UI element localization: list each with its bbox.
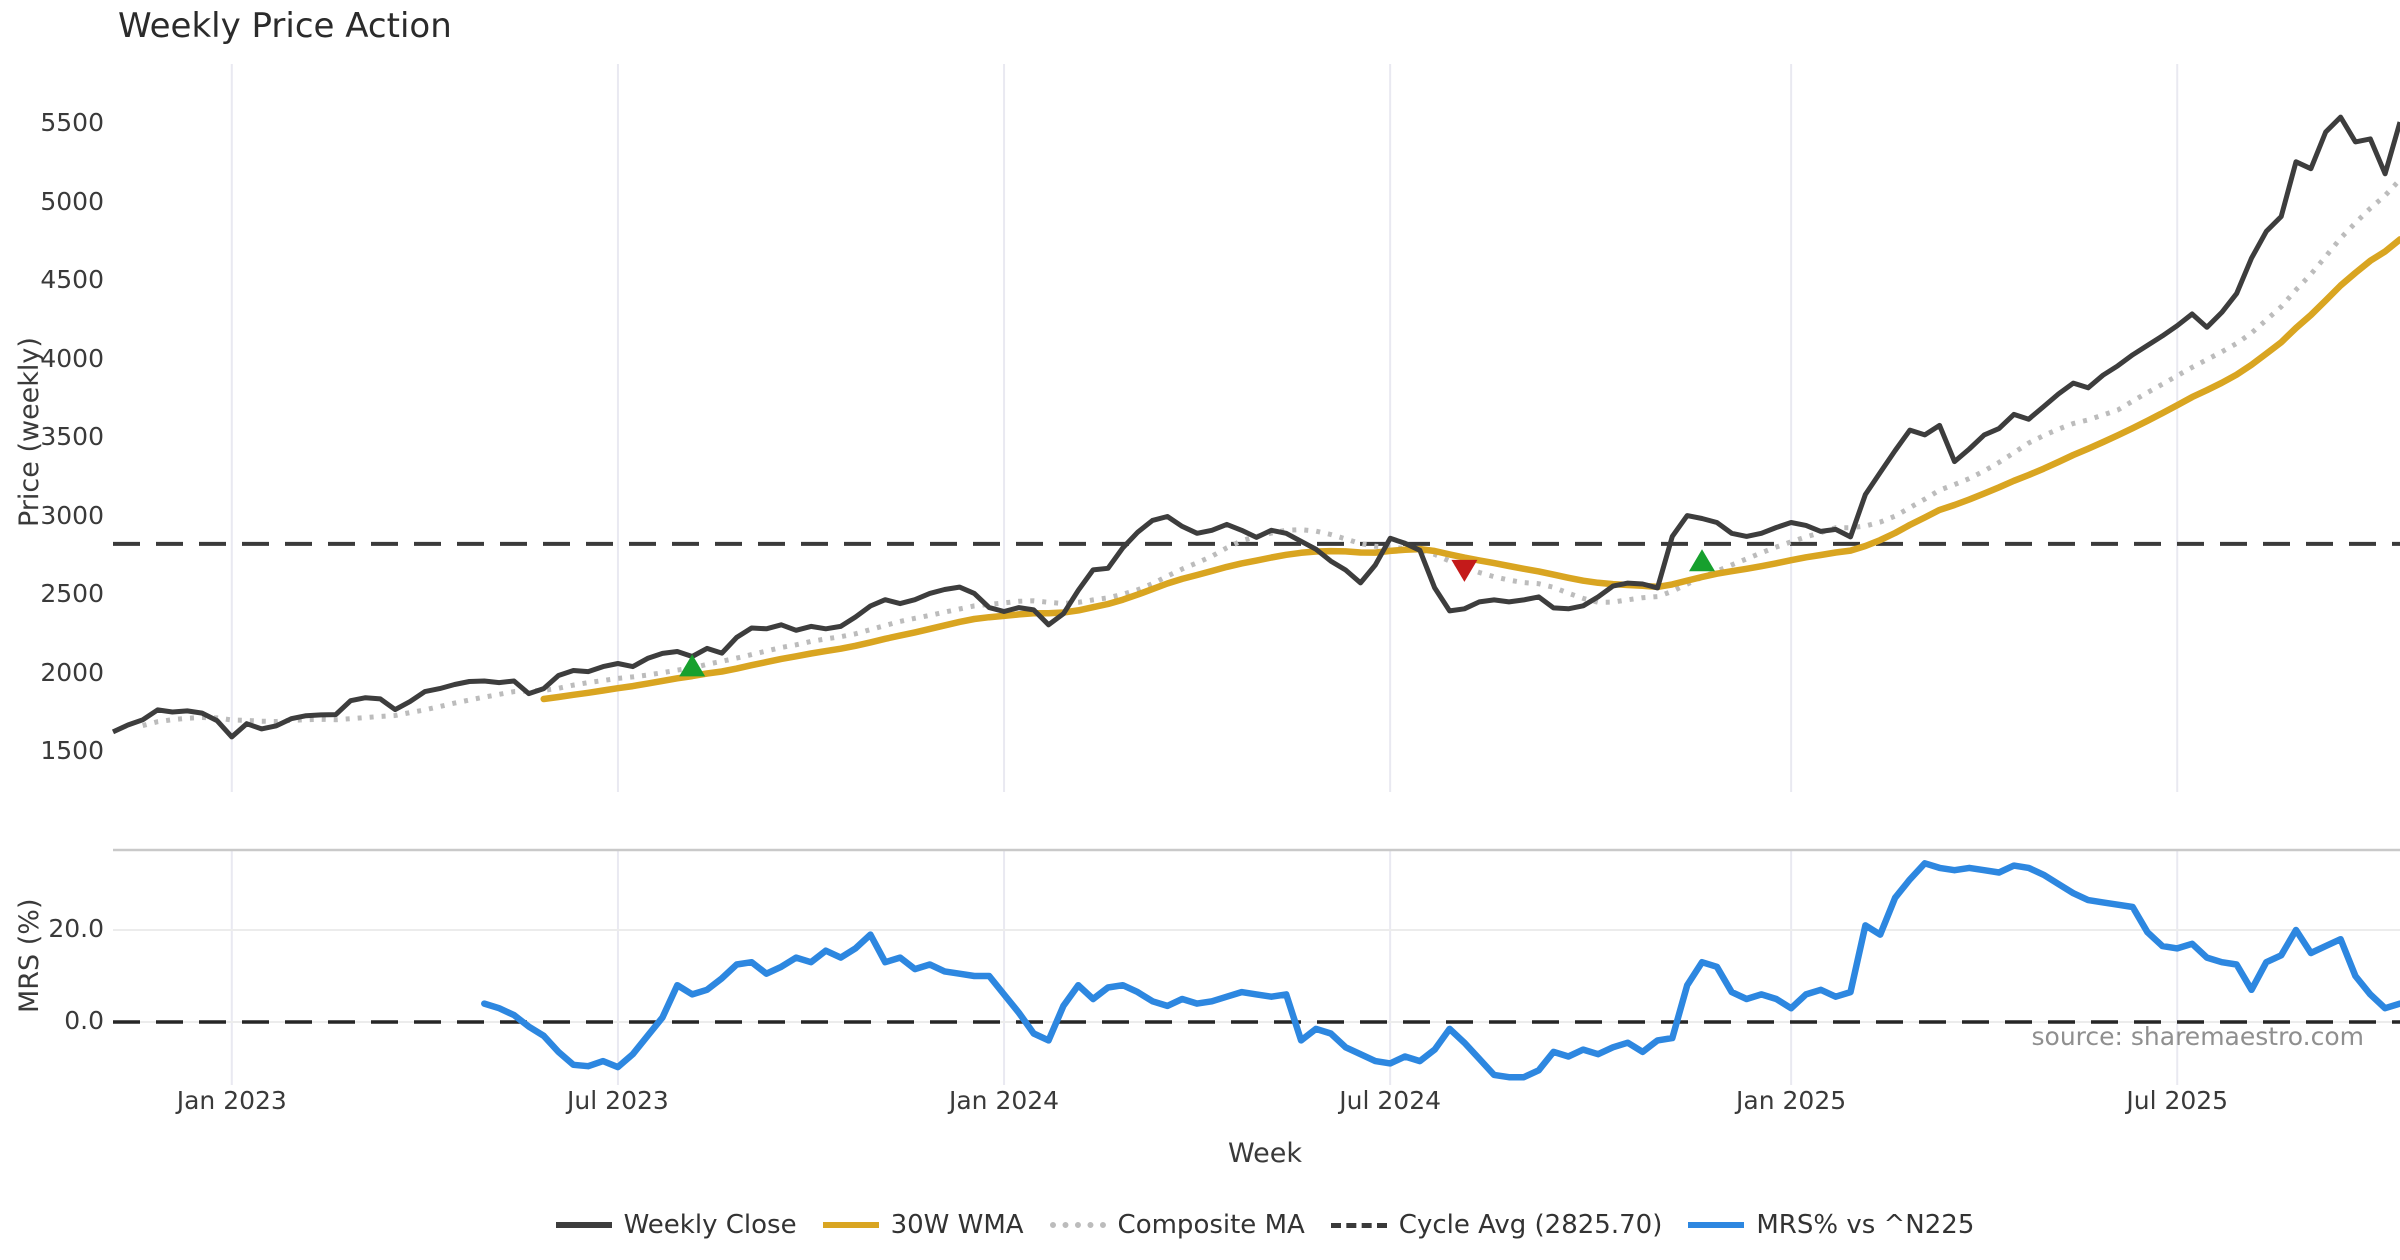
- sell-signal-marker: [1451, 559, 1478, 582]
- legend-item-1: 30W WMA: [822, 1210, 1024, 1240]
- buy-signal-marker: [1689, 549, 1716, 572]
- legend-swatch-dotted: [1049, 1222, 1106, 1228]
- price-tick-3500: 3500: [40, 422, 104, 451]
- price-tick-1500: 1500: [40, 736, 104, 765]
- week-tick-Jan-2025: Jan 2025: [1736, 1086, 1847, 1115]
- week-tick-Jan-2023: Jan 2023: [176, 1086, 287, 1115]
- price-tick-4500: 4500: [40, 265, 104, 294]
- price-tick-4000: 4000: [40, 343, 104, 373]
- legend-label: Cycle Avg (2825.70): [1398, 1210, 1663, 1240]
- legend-item-0: Weekly Close: [555, 1210, 797, 1240]
- chart-title: Weekly Price Action: [118, 6, 452, 46]
- source-note: source: sharemaestro.com: [2031, 1022, 2365, 1051]
- price-tick-5500: 5500: [40, 108, 104, 137]
- legend-item-3: Cycle Avg (2825.70): [1330, 1210, 1663, 1240]
- buy-signal-marker: [679, 654, 706, 677]
- week-tick-Jul-2023: Jul 2023: [567, 1086, 669, 1115]
- price-axis-label: Price (weekly): [14, 337, 45, 527]
- price-tick-5000: 5000: [40, 186, 104, 216]
- mrs-line: [481, 860, 2400, 1081]
- legend-swatch-dashed: [1330, 1222, 1387, 1228]
- chart-legend: Weekly Close 30W WMA Composite MA Cycle Avg…: [130, 1210, 2400, 1240]
- legend-label: Weekly Close: [623, 1210, 797, 1240]
- legend-label: Composite MA: [1117, 1210, 1305, 1240]
- legend-label: MRS% vs ^N225: [1756, 1210, 1975, 1240]
- legend-swatch-solid: [1688, 1222, 1745, 1228]
- week-axis-title: Week: [1228, 1138, 1302, 1169]
- legend-item-4: MRS% vs ^N225: [1688, 1210, 1974, 1240]
- weekly-close-line: [111, 114, 2400, 740]
- week-tick-Jul-2024: Jul 2024: [1339, 1086, 1441, 1115]
- price-tick-2500: 2500: [40, 579, 104, 608]
- legend-label: 30W WMA: [890, 1210, 1024, 1240]
- mrs-tick-0: 0.0: [64, 1006, 104, 1035]
- wma-30w-line: [540, 236, 2400, 703]
- price-tick-2000: 2000: [40, 657, 104, 687]
- week-tick-Jan-2024: Jan 2024: [948, 1086, 1060, 1115]
- mrs-tick-20: 20.0: [48, 914, 104, 943]
- legend-swatch-solid: [555, 1222, 612, 1228]
- legend-item-2: Composite MA: [1049, 1210, 1305, 1240]
- week-tick-Jul-2025: Jul 2025: [2126, 1086, 2229, 1115]
- price-tick-3000: 3000: [40, 500, 104, 530]
- composite-ma-line: [142, 177, 2400, 729]
- legend-swatch-solid: [822, 1222, 879, 1228]
- mrs-axis-label: MRS (%): [14, 898, 45, 1014]
